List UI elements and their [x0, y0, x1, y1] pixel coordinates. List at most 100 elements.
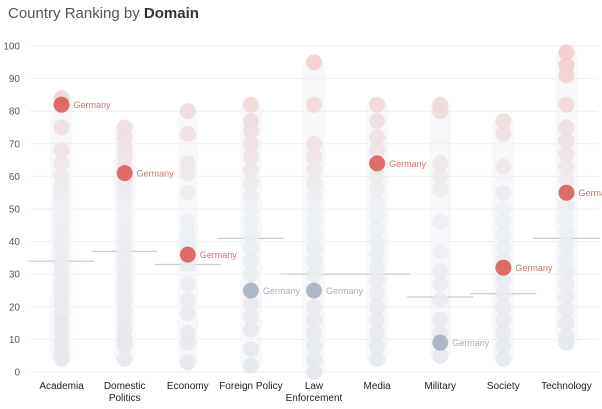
category-label: Military — [424, 381, 456, 392]
country-dot — [53, 350, 70, 367]
country-dot — [558, 315, 575, 332]
country-dot — [179, 184, 196, 201]
country-dot — [369, 285, 386, 302]
country-dot — [495, 158, 512, 175]
country-dot — [432, 155, 449, 172]
country-dot — [558, 197, 575, 214]
country-dot — [369, 181, 386, 198]
y-tick-label: 10 — [9, 335, 21, 346]
germany-label: Germany — [515, 263, 553, 273]
country-dot — [369, 220, 386, 237]
domain-column: Germany — [533, 44, 602, 351]
country-dot — [179, 214, 196, 231]
country-dot — [558, 171, 575, 188]
category-label: Domestic — [104, 381, 146, 392]
germany-dot — [179, 246, 196, 263]
country-dot — [432, 103, 449, 120]
country-dot — [306, 266, 322, 283]
country-dot — [242, 187, 259, 204]
germany-label: Germany — [578, 188, 602, 198]
country-dot — [558, 302, 575, 319]
country-dot — [242, 240, 259, 257]
country-dot — [369, 233, 386, 250]
y-tick-label: 70 — [9, 139, 21, 150]
country-dot — [369, 272, 386, 289]
country-dot — [495, 240, 512, 257]
y-tick-label: 30 — [9, 270, 21, 281]
country-dot — [179, 227, 196, 244]
country-dot — [306, 253, 322, 270]
germany-dot — [495, 259, 512, 276]
country-dot — [242, 96, 259, 113]
country-dot — [558, 249, 575, 266]
country-dot — [369, 207, 386, 224]
country-dot — [242, 122, 259, 139]
germany-dot — [432, 334, 449, 351]
country-dot — [306, 54, 322, 71]
country-dot — [558, 96, 575, 113]
country-dot — [369, 324, 386, 341]
country-dot — [369, 311, 386, 328]
germany-dot — [53, 96, 70, 113]
germany-label: Germany — [263, 286, 301, 296]
country-dot — [306, 227, 322, 244]
country-dot — [558, 145, 575, 162]
country-dot — [242, 357, 259, 374]
country-dot — [495, 350, 512, 367]
country-dot — [369, 246, 386, 263]
country-dot — [495, 285, 512, 302]
country-dot — [495, 227, 512, 244]
domain-column: Germany — [217, 96, 301, 374]
country-dot — [306, 240, 322, 257]
country-dot — [306, 298, 322, 315]
germany-dot — [242, 282, 259, 299]
country-dot — [369, 350, 386, 367]
country-dot — [53, 155, 70, 172]
country-dot — [558, 67, 575, 84]
country-dot — [179, 305, 196, 322]
category-label: Enforcement — [286, 393, 343, 404]
y-tick-label: 100 — [3, 42, 20, 53]
country-dot — [558, 119, 575, 136]
country-dot — [179, 275, 196, 292]
country-dot — [558, 262, 575, 279]
germany-dot — [116, 165, 133, 182]
country-dot — [369, 194, 386, 211]
country-dot — [116, 350, 133, 367]
germany-dot — [369, 155, 386, 172]
germany-label: Germany — [326, 286, 364, 296]
country-dot — [369, 112, 386, 129]
country-dot — [558, 289, 575, 306]
category-label: Media — [363, 381, 391, 392]
country-dot — [495, 201, 512, 217]
country-dot — [242, 148, 259, 165]
country-dot — [242, 253, 259, 270]
y-tick-label: 40 — [9, 237, 21, 248]
country-dot — [495, 126, 512, 143]
germany-label: Germany — [389, 159, 427, 169]
country-dot — [242, 135, 259, 152]
country-dot — [179, 103, 196, 120]
country-dot — [306, 187, 322, 204]
domain-column: Germany — [281, 54, 364, 380]
country-dot — [558, 210, 575, 227]
country-dot — [116, 337, 133, 354]
country-dot — [242, 321, 259, 338]
country-dot — [242, 308, 259, 325]
country-dot — [432, 292, 449, 309]
country-dot — [369, 142, 386, 159]
domain-column: Germany — [91, 119, 174, 367]
country-dot — [495, 298, 512, 315]
country-dot — [558, 275, 575, 292]
chart-title: Country Ranking by Domain — [8, 5, 199, 22]
domain-column: Germany — [28, 90, 112, 367]
germany-label: Germany — [200, 250, 238, 260]
country-dot — [306, 135, 322, 152]
category-label: Foreign Policy — [219, 381, 282, 392]
country-dot — [369, 168, 386, 185]
country-dot — [495, 214, 512, 231]
germany-label: Germany — [74, 100, 112, 110]
country-dot — [495, 324, 512, 341]
category-label: Academia — [39, 381, 84, 392]
